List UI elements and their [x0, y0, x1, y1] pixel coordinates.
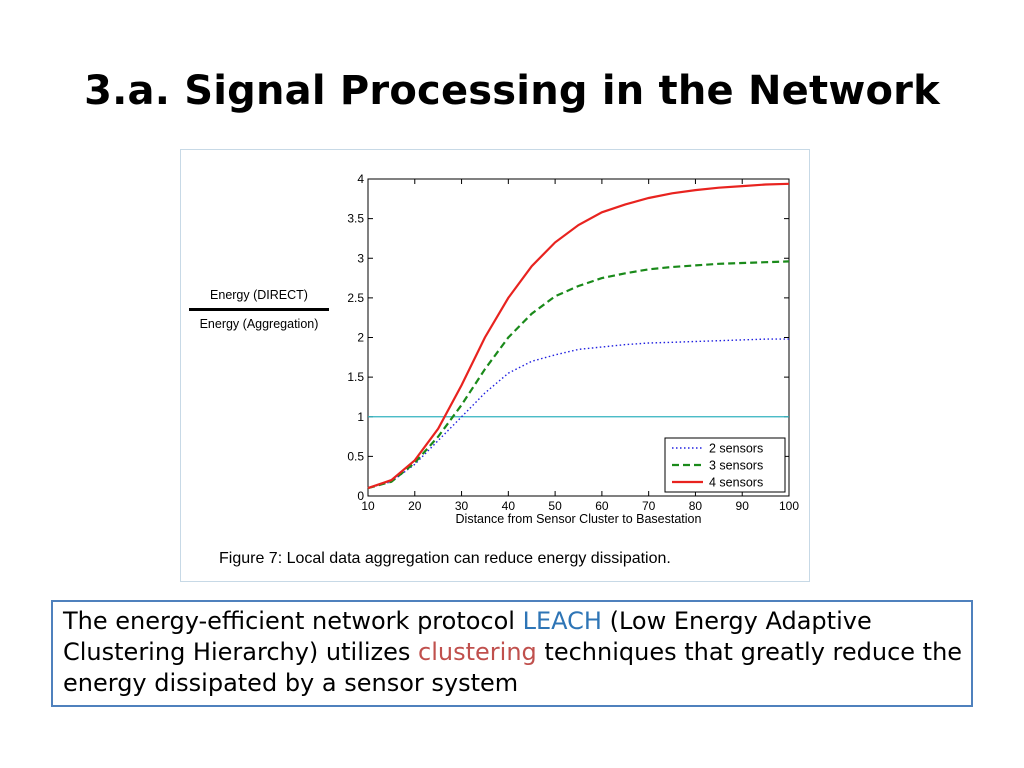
y-tick-label: 1.5 — [347, 370, 364, 384]
description-text-3: techniques that greatly reduce the energ… — [63, 638, 963, 697]
leach-highlight: LEACH — [522, 607, 602, 635]
ratio-denominator: Energy (Aggregation) — [199, 317, 319, 331]
clustering-highlight: clustering — [418, 638, 537, 666]
y-tick-label: 1 — [357, 410, 364, 424]
slide-title: 3.a. Signal Processing in the Network — [84, 68, 940, 114]
y-axis-label: Energy (DIRECT) Energy (Aggregation) — [189, 288, 329, 331]
x-tick-label: 100 — [779, 499, 799, 513]
fraction-bar — [189, 308, 329, 311]
legend-label: 3 sensors — [709, 459, 763, 473]
figure: Energy (DIRECT) Energy (Aggregation) 10 2… — [180, 149, 810, 582]
line-chart: 10 20 30 40 50 60 70 80 90 100 0 0.5 1 1.5 2 2.5 3 3.5 4 Di… — [347, 172, 799, 526]
x-axis-label: Distance from Sensor Cluster to Basestat… — [456, 512, 702, 526]
y-tick-label: 2 — [357, 331, 364, 345]
series-line — [367, 182, 790, 490]
legend-label: 4 sensors — [709, 476, 763, 490]
figure-caption: Figure 7: Local data aggregation can red… — [219, 550, 671, 567]
x-tick-label: 30 — [455, 499, 469, 513]
x-tick-label: 20 — [408, 499, 422, 513]
x-tick-label: 70 — [642, 499, 656, 513]
y-tick-label: 0.5 — [347, 449, 364, 463]
y-tick-label: 0 — [357, 489, 364, 503]
x-tick-label: 40 — [502, 499, 516, 513]
description-text-2: (Low Energy Adaptive Clustering Hierarch… — [63, 607, 872, 666]
description-box: The energy-efficient network protocol LE… — [51, 600, 973, 707]
x-tick-label: 90 — [736, 499, 750, 513]
description-text: The energy-efficient network protocol — [63, 607, 523, 635]
x-tick-label: 50 — [548, 499, 562, 513]
y-tick-label: 3 — [357, 251, 364, 265]
y-tick-label: 4 — [357, 172, 364, 186]
x-tick-label: 80 — [689, 499, 703, 513]
y-tick-label: 3.5 — [347, 212, 364, 226]
series-line — [367, 260, 790, 490]
legend-label: 2 sensors — [709, 442, 763, 456]
x-tick-label: 10 — [361, 499, 375, 513]
x-tick-label: 60 — [595, 499, 609, 513]
ratio-numerator: Energy (DIRECT) — [210, 288, 308, 302]
y-tick-label: 2.5 — [347, 291, 364, 305]
